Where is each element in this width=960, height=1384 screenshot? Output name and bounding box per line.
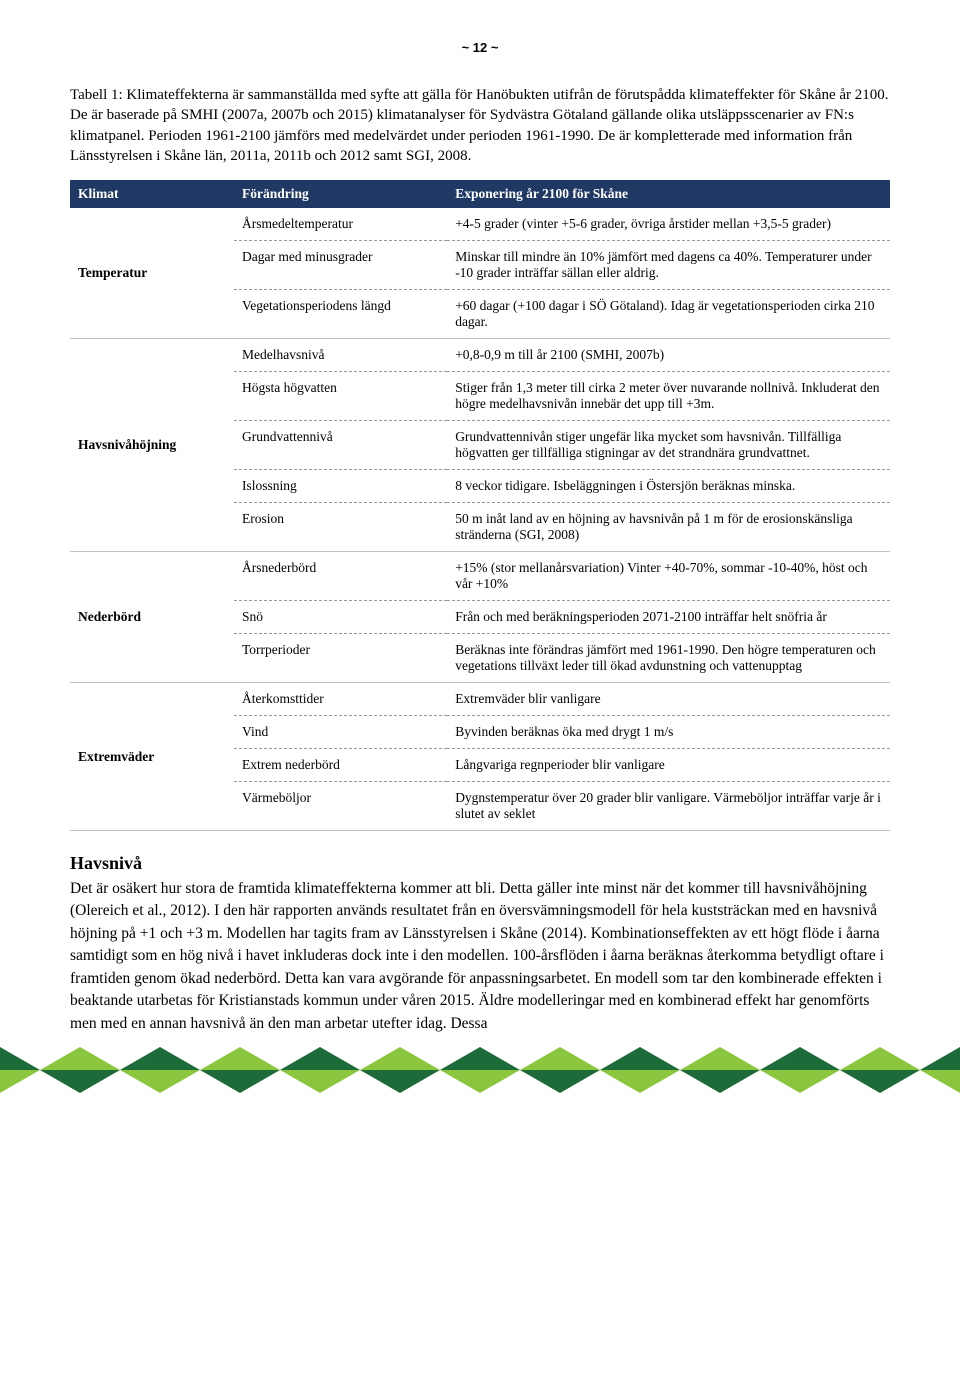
param-cell: Torrperioder	[234, 634, 447, 683]
category-cell: Havsnivåhöjning	[70, 339, 234, 552]
param-cell: Extrem nederbörd	[234, 749, 447, 782]
footer-pattern	[0, 1047, 960, 1093]
exposure-cell: 8 veckor tidigare. Isbeläggningen i Öste…	[447, 470, 890, 503]
param-cell: Värmeböljor	[234, 782, 447, 831]
table-row: NederbördÅrsnederbörd+15% (stor mellanår…	[70, 552, 890, 601]
param-cell: Vind	[234, 716, 447, 749]
exposure-cell: Byvinden beräknas öka med drygt 1 m/s	[447, 716, 890, 749]
exposure-cell: Beräknas inte förändras jämfört med 1961…	[447, 634, 890, 683]
param-cell: Grundvattennivå	[234, 421, 447, 470]
param-cell: Årsnederbörd	[234, 552, 447, 601]
exposure-cell: +0,8-0,9 m till år 2100 (SMHI, 2007b)	[447, 339, 890, 372]
category-cell: Nederbörd	[70, 552, 234, 683]
param-cell: Högsta högvatten	[234, 372, 447, 421]
exposure-cell: Långvariga regnperioder blir vanligare	[447, 749, 890, 782]
col-change: Förändring	[234, 180, 447, 208]
param-cell: Vegetationsperiodens längd	[234, 290, 447, 339]
param-cell: Återkomsttider	[234, 683, 447, 716]
exposure-cell: Minskar till mindre än 10% jämfört med d…	[447, 241, 890, 290]
exposure-cell: +15% (stor mellanårsvariation) Vinter +4…	[447, 552, 890, 601]
table-body: TemperaturÅrsmedeltemperatur+4-5 grader …	[70, 208, 890, 831]
exposure-cell: +60 dagar (+100 dagar i SÖ Götaland). Id…	[447, 290, 890, 339]
body-paragraph: Det är osäkert hur stora de framtida kli…	[70, 878, 890, 1035]
section-title: Havsnivå	[70, 853, 890, 874]
table-row: TemperaturÅrsmedeltemperatur+4-5 grader …	[70, 208, 890, 241]
exposure-cell: Stiger från 1,3 meter till cirka 2 meter…	[447, 372, 890, 421]
col-exposure: Exponering år 2100 för Skåne	[447, 180, 890, 208]
table-header: Klimat Förändring Exponering år 2100 för…	[70, 180, 890, 208]
page-number: ~ 12 ~	[70, 40, 890, 55]
exposure-cell: Grundvattennivån stiger ungefär lika myc…	[447, 421, 890, 470]
category-cell: Extremväder	[70, 683, 234, 831]
exposure-cell: 50 m inåt land av en höjning av havsnivå…	[447, 503, 890, 552]
document-page: ~ 12 ~ Tabell 1: Klimateffekterna är sam…	[0, 0, 960, 1035]
param-cell: Snö	[234, 601, 447, 634]
param-cell: Årsmedeltemperatur	[234, 208, 447, 241]
category-cell: Temperatur	[70, 208, 234, 339]
exposure-cell: +4-5 grader (vinter +5-6 grader, övriga …	[447, 208, 890, 241]
exposure-cell: Extremväder blir vanligare	[447, 683, 890, 716]
table-row: ExtremväderÅterkomsttiderExtremväder bli…	[70, 683, 890, 716]
param-cell: Medelhavsnivå	[234, 339, 447, 372]
param-cell: Erosion	[234, 503, 447, 552]
param-cell: Islossning	[234, 470, 447, 503]
climate-table: Klimat Förändring Exponering år 2100 för…	[70, 180, 890, 831]
col-climate: Klimat	[70, 180, 234, 208]
exposure-cell: Från och med beräkningsperioden 2071-210…	[447, 601, 890, 634]
table-row: HavsnivåhöjningMedelhavsnivå+0,8-0,9 m t…	[70, 339, 890, 372]
param-cell: Dagar med minusgrader	[234, 241, 447, 290]
exposure-cell: Dygnstemperatur över 20 grader blir vanl…	[447, 782, 890, 831]
table-intro: Tabell 1: Klimateffekterna är sammanstäl…	[70, 85, 890, 166]
